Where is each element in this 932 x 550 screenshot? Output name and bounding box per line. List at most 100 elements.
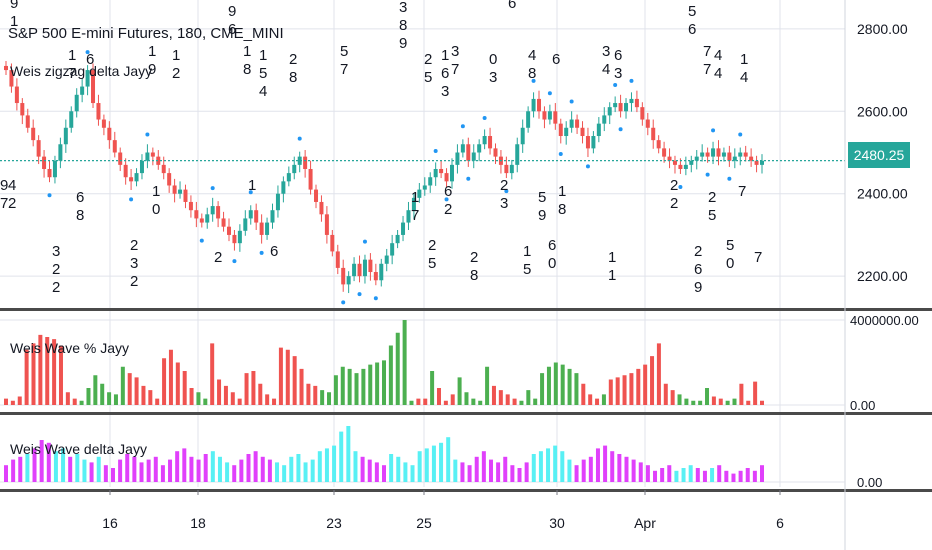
wave-delta-bar [524,462,529,482]
swing-count-label-low: 1 [608,267,616,284]
wave-delta-bar [567,459,572,482]
candle-body [395,234,400,244]
candle-body [36,140,41,157]
swing-count-label-high: 1 [259,47,267,64]
candle-body [80,86,85,95]
wave-delta-bar [503,456,508,482]
candle-body [265,222,270,235]
candle-body [520,127,525,145]
swing-count-label-high: 2 [172,65,180,82]
wave-delta-bar [538,451,543,482]
swing-count-label-low: 2 [428,237,436,254]
wave-pct-bar [100,383,105,405]
swing-count-label-high: 3 [489,69,497,86]
candle-body [596,123,601,137]
wave-delta-bar [146,459,151,482]
pivot-low-dot [558,152,563,157]
candle-body [711,148,716,157]
pivot-high-dot [629,78,634,83]
symbol-title[interactable]: S&P 500 E-mini Futures, 180, CME_MINI [8,25,284,42]
candle-body [167,173,172,186]
swing-count-label-high: 1 [148,43,156,60]
candle-body [286,173,291,182]
wave-delta-bar [125,454,130,482]
wave-pct-bar [196,392,201,405]
swing-count-label-low: 7 [0,195,8,212]
wave-pct-bar [533,398,538,405]
wave-pct-bar [285,349,290,405]
wave-pct-bar [650,356,655,405]
candle-body [504,164,509,174]
wave-pct-bar [739,383,744,405]
candle-body [275,193,280,211]
candle-body [553,111,558,124]
x-tick-label: 6 [776,515,784,531]
wave-delta-bar [460,462,465,482]
swing-count-label-low: 2 [52,261,60,278]
candle-body [444,173,449,182]
pivot-low-dot [129,197,134,202]
y-tick-label-main: 2800.00 [857,21,908,37]
wave-delta-bar [346,426,351,482]
pivot-high-dot [482,116,487,121]
zigzag-indicator-label[interactable]: Weis zigzag delta Jayy [10,63,153,79]
candle-body [384,255,389,264]
wave-pct-bar [31,343,36,405]
wave-pct-bar [237,398,242,405]
candle-body [537,98,542,112]
wave-pct-bar [155,398,160,405]
swing-count-label-low: 2 [130,237,138,254]
pane-separator [0,489,932,492]
wave-delta-bar [153,456,158,482]
wave-pct-indicator-label[interactable]: Weis Wave % Jayy [10,340,130,356]
wave-delta-bar [110,468,115,482]
candle-body [205,214,210,223]
candle-body [651,127,656,141]
wave-delta-bar [760,465,764,482]
candle-body [101,119,106,128]
swing-count-label-high: 4 [528,47,536,64]
swing-count-label-low: 0 [152,201,160,218]
wave-pct-bar [107,392,112,405]
wave-pct-bar [382,360,386,405]
wave-pct-bar [175,362,180,405]
x-tick-label: 18 [190,515,206,531]
wave-pct-bar [375,362,380,405]
swing-count-label-low: 2 [214,249,222,266]
wave-delta-bar [267,459,272,482]
y-tick-label-main: 2400.00 [857,186,908,202]
pivot-low-dot [727,176,732,181]
candle-body [352,263,357,277]
swing-count-label-high: 5 [688,3,696,20]
candle-body [379,263,384,281]
wave-pct-bar [430,371,435,405]
pivot-high-dot [531,78,536,83]
wave-pct-bar [65,392,70,405]
last-price-badge: 2480.25 [848,142,910,168]
wave-delta-bar [203,454,208,482]
pivot-high-dot [145,132,150,137]
wave-pct-bar [120,366,125,405]
candle-body [47,168,52,178]
wave-pct-bar [416,398,421,405]
wave-delta-indicator-label[interactable]: Weis Wave delta Jayy [10,441,147,457]
swing-count-label-low: 6 [270,243,278,260]
swing-count-label-low: 9 [0,177,8,194]
wave-delta-bar [439,442,444,482]
wave-delta-bar [710,468,715,482]
candle-body [194,210,199,219]
candle-body [526,111,531,128]
swing-count-label-low: 7 [411,207,419,224]
swing-count-label-high: 2 [289,51,297,68]
candle-body [357,263,362,277]
wave-pct-bar [457,377,462,405]
swing-count-label-high: 6 [508,0,516,12]
wave-delta-bar [253,451,258,482]
wave-pct-bar [663,383,668,405]
candle-body [515,144,520,165]
pivot-low-dot [341,300,346,305]
candle-body [564,127,569,137]
wave-pct-bar [498,390,503,405]
wave-pct-bar [388,345,393,405]
